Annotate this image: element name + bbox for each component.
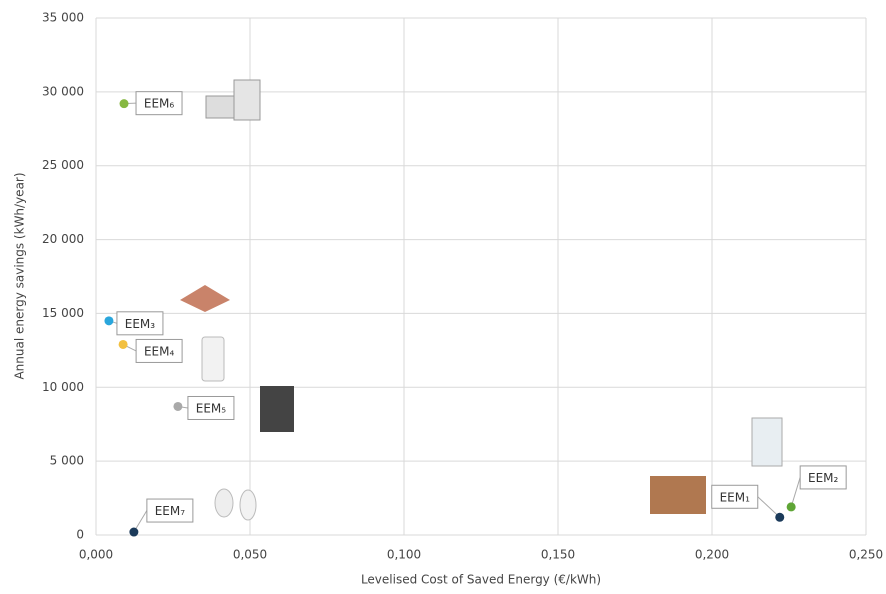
point xyxy=(119,99,129,109)
x-tick-label: 0,100 xyxy=(387,548,421,562)
callout-box xyxy=(135,338,183,363)
y-tick-label: 0 xyxy=(76,528,84,542)
callout-line xyxy=(790,477,801,508)
point xyxy=(786,502,796,512)
y-tick-label: 15 000 xyxy=(42,306,84,320)
y-tick-label: 20 000 xyxy=(42,232,84,246)
point xyxy=(173,401,183,411)
x-tick-label: 0,250 xyxy=(849,548,883,562)
point xyxy=(129,527,139,537)
point-label: EEM₅ xyxy=(196,401,227,415)
point-label: EEM₁ xyxy=(720,490,751,504)
icon xyxy=(751,417,783,467)
icon xyxy=(214,488,234,518)
icon xyxy=(205,95,237,119)
y-tick-label: 25 000 xyxy=(42,158,84,172)
point xyxy=(104,316,114,326)
icon xyxy=(233,79,261,121)
callout-line xyxy=(757,496,781,518)
x-axis-title: Levelised Cost of Saved Energy (€/kWh) xyxy=(361,573,601,587)
point xyxy=(775,512,785,522)
icon xyxy=(260,386,294,432)
y-tick-label: 35 000 xyxy=(42,11,84,25)
icons xyxy=(180,79,783,521)
y-tick-label: 5 000 xyxy=(50,454,84,468)
icon xyxy=(180,285,230,312)
y-axis-title: Annual energy savings (kWh/year) xyxy=(13,172,27,379)
y-tick-label: 10 000 xyxy=(42,380,84,394)
x-tick-label: 0,050 xyxy=(233,548,267,562)
icon xyxy=(650,476,706,514)
callout-box xyxy=(187,395,235,420)
x-tick-label: 0,150 xyxy=(541,548,575,562)
callout-box xyxy=(135,91,183,116)
icon xyxy=(201,336,225,382)
point-label: EEM₄ xyxy=(144,344,175,358)
y-tick-label: 30 000 xyxy=(42,84,84,98)
point xyxy=(118,339,128,349)
callout-box xyxy=(799,465,847,490)
point-label: EEM₃ xyxy=(125,317,156,331)
callout-box xyxy=(146,498,194,523)
point-label: EEM₂ xyxy=(808,471,839,485)
x-tick-label: 0,200 xyxy=(695,548,729,562)
callout-box xyxy=(711,484,759,509)
point-label: EEM₆ xyxy=(144,97,175,111)
point-label: EEM₇ xyxy=(155,504,186,518)
icon xyxy=(239,489,257,521)
callout-box xyxy=(116,311,164,336)
x-tick-label: 0,000 xyxy=(79,548,113,562)
